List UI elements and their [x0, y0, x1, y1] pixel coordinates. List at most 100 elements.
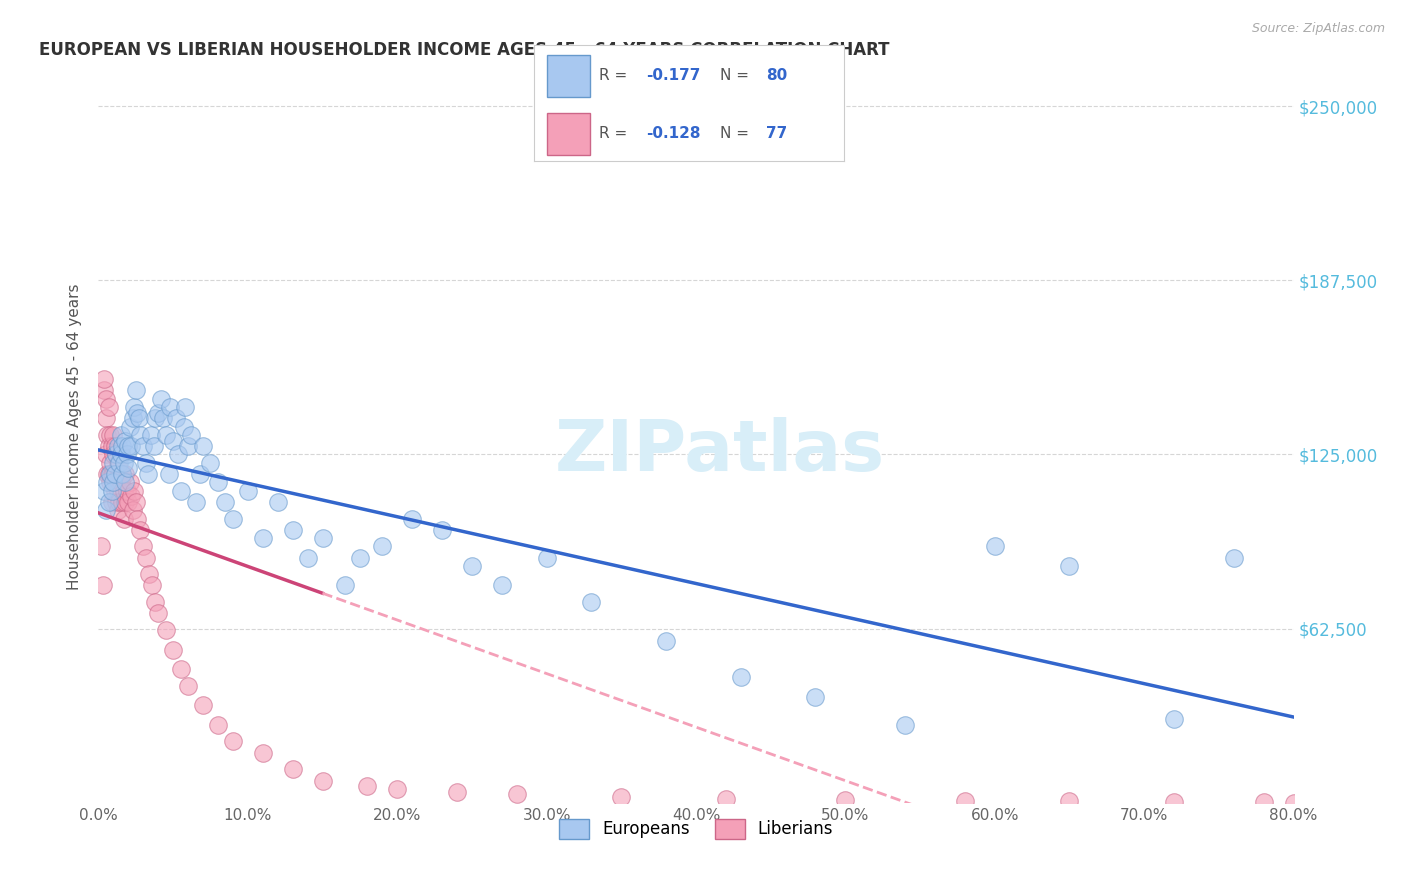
Point	[94, 448, 117, 462]
Point	[120, 489, 142, 503]
Text: 80: 80	[766, 69, 787, 84]
Point	[118, 475, 141, 490]
Point	[103, 456, 125, 470]
Point	[121, 503, 143, 517]
Point	[174, 400, 197, 414]
Point	[110, 448, 132, 462]
Point	[1163, 795, 1185, 809]
Text: Source: ZipAtlas.com: Source: ZipAtlas.com	[1251, 22, 1385, 36]
Point	[180, 428, 202, 442]
Point	[105, 475, 128, 490]
Point	[138, 567, 160, 582]
Y-axis label: Householder Income Ages 45 - 64 years: Householder Income Ages 45 - 64 years	[67, 284, 83, 591]
Point	[165, 411, 187, 425]
Point	[97, 439, 120, 453]
Point	[94, 503, 117, 517]
Point	[1253, 795, 1275, 809]
Point	[143, 411, 166, 425]
Point	[114, 475, 136, 490]
Point	[169, 662, 191, 676]
Point	[804, 690, 827, 704]
Point	[311, 531, 333, 545]
Point	[148, 607, 170, 621]
Point	[152, 411, 174, 425]
Point	[150, 392, 173, 406]
Point	[110, 475, 132, 490]
Point	[446, 785, 468, 799]
Point	[110, 428, 132, 442]
Text: EUROPEAN VS LIBERIAN HOUSEHOLDER INCOME AGES 45 - 64 YEARS CORRELATION CHART: EUROPEAN VS LIBERIAN HOUSEHOLDER INCOME …	[39, 41, 889, 59]
Point	[252, 746, 274, 760]
Point	[506, 788, 529, 802]
Point	[1163, 712, 1185, 726]
Point	[115, 483, 138, 498]
Point	[141, 578, 163, 592]
Point	[111, 495, 134, 509]
Text: N =: N =	[720, 127, 754, 142]
Point	[166, 448, 188, 462]
Point	[112, 483, 135, 498]
Text: -0.128: -0.128	[645, 127, 700, 142]
Point	[581, 595, 603, 609]
Point	[108, 495, 131, 509]
Point	[177, 439, 200, 453]
Point	[401, 511, 423, 525]
Point	[207, 475, 229, 490]
Point	[136, 467, 159, 481]
Point	[953, 794, 976, 808]
Point	[91, 578, 114, 592]
Point	[124, 400, 146, 414]
Point	[267, 495, 290, 509]
Text: 77: 77	[766, 127, 787, 142]
Point	[834, 793, 856, 807]
Point	[162, 434, 184, 448]
Point	[97, 400, 120, 414]
Point	[184, 495, 207, 509]
Point	[125, 495, 148, 509]
Point	[142, 439, 165, 453]
Point	[114, 467, 136, 481]
Point	[114, 434, 136, 448]
Point	[207, 718, 229, 732]
Point	[101, 495, 124, 509]
FancyBboxPatch shape	[547, 55, 591, 97]
Point	[311, 773, 333, 788]
Point	[112, 456, 135, 470]
Point	[188, 467, 211, 481]
Point	[127, 511, 149, 525]
Point	[94, 411, 117, 425]
Point	[98, 456, 122, 470]
Point	[191, 439, 214, 453]
Point	[111, 467, 134, 481]
Point	[103, 467, 125, 481]
Point	[103, 475, 125, 490]
Point	[118, 419, 141, 434]
Point	[104, 467, 127, 481]
Point	[114, 495, 136, 509]
Point	[117, 495, 139, 509]
Point	[148, 406, 170, 420]
Point	[104, 439, 127, 453]
Point	[105, 448, 128, 462]
Text: N =: N =	[720, 69, 754, 84]
Point	[93, 483, 115, 498]
Point	[371, 540, 394, 554]
Point	[214, 495, 236, 509]
Text: R =: R =	[599, 127, 633, 142]
Point	[117, 461, 139, 475]
Point	[98, 428, 122, 442]
Point	[200, 456, 222, 470]
Point	[128, 411, 150, 425]
Point	[349, 550, 371, 565]
Text: R =: R =	[599, 69, 633, 84]
Point	[252, 531, 274, 545]
Point	[610, 790, 633, 805]
Point	[107, 483, 129, 498]
Point	[655, 634, 678, 648]
Point	[1223, 550, 1246, 565]
Point	[90, 540, 112, 554]
Point	[111, 439, 134, 453]
Point	[101, 483, 124, 498]
Point	[96, 428, 118, 442]
Point	[730, 670, 752, 684]
